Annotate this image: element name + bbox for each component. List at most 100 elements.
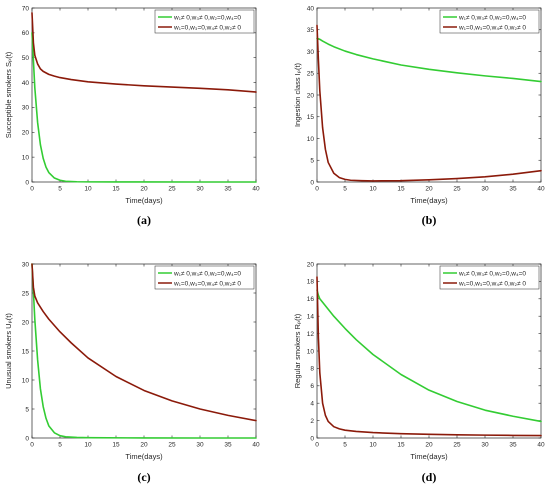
x-tick-label: 10 [84, 186, 92, 193]
series-line-2 [316, 24, 542, 182]
x-tick-label: 25 [168, 442, 176, 449]
x-tick-label: 35 [509, 442, 517, 449]
x-tick-label: 25 [453, 442, 461, 449]
x-tick-label: 25 [168, 186, 176, 193]
x-tick-label: 35 [224, 442, 232, 449]
x-tick-label: 5 [58, 186, 62, 193]
x-tick-label: 0 [315, 186, 319, 193]
y-tick-label: 25 [307, 71, 315, 78]
legend-d: w₁≠ 0,w₃≠ 0,w₂=0,w₄=0 w₁=0,w₃=0,w₄≠ 0,w₂… [439, 265, 540, 290]
series-line-2 [31, 263, 257, 422]
x-tick-label: 40 [252, 442, 260, 449]
caption-d: (d) [422, 470, 437, 484]
y-tick-label: 20 [307, 92, 315, 99]
series-line-2 [316, 276, 542, 437]
xlabel-a: Time(days) [125, 196, 163, 205]
x-tick-label: 35 [509, 186, 517, 193]
x-tick-label: 40 [537, 442, 545, 449]
grid-ticks-b: 0 5 10 15 20 25 30 35 40 0 5 10 15 20 25 30 35 40 [307, 5, 545, 192]
x-tick-label: 10 [369, 442, 377, 449]
x-tick-label: 30 [196, 442, 204, 449]
x-tick-label: 5 [343, 442, 347, 449]
xlabel-d: Time(days) [410, 452, 448, 461]
y-tick-label: 8 [310, 366, 314, 373]
series-lines-a [31, 12, 257, 183]
y-tick-label: 60 [22, 30, 30, 37]
legend-box-b [439, 9, 540, 34]
x-tick-label: 35 [224, 186, 232, 193]
y-tick-label: 50 [22, 55, 30, 62]
plot-area-b [316, 7, 542, 183]
y-tick-label: 35 [307, 27, 315, 34]
legend-label-s2-a: w₁=0,w₃=0,w₄≠ 0,w₂≠ 0 [173, 25, 241, 32]
y-tick-label: 12 [307, 331, 315, 338]
x-tick-label: 40 [252, 186, 260, 193]
y-tick-label: 4 [310, 401, 314, 408]
y-tick-label: 18 [307, 279, 315, 286]
y-tick-label: 10 [307, 348, 315, 355]
y-tick-label: 10 [307, 136, 315, 143]
y-tick-label: 40 [22, 80, 30, 87]
y-tick-label: 40 [307, 5, 315, 12]
caption-c: (c) [137, 470, 150, 484]
x-tick-label: 0 [30, 186, 34, 193]
y-tick-label: 25 [22, 290, 30, 297]
x-tick-label: 15 [112, 442, 120, 449]
legend-label-s2-c: w₁=0,w₃=0,w₄≠ 0,w₂≠ 0 [173, 281, 241, 288]
ylabel-b: Ingestion class Iₚ(t) [293, 62, 302, 127]
y-tick-label: 0 [310, 435, 314, 442]
caption-a: (a) [137, 213, 151, 227]
legend-label-s1-b: w₁≠ 0,w₃≠ 0,w₂=0,w₄=0 [458, 15, 526, 22]
x-tick-label: 20 [425, 442, 433, 449]
plot-area-d [316, 263, 542, 439]
plot-area-a [31, 7, 257, 183]
ylabel-d: Regular smokers Rₚ(t) [293, 313, 302, 388]
ylabel-c: Unusual smokers Uₚ(t) [4, 313, 13, 389]
y-tick-label: 30 [307, 49, 315, 56]
legend-b: w₁≠ 0,w₃≠ 0,w₂=0,w₄=0 w₁=0,w₃=0,w₄≠ 0,w₂… [439, 9, 540, 34]
xlabel-c: Time(days) [125, 452, 163, 461]
y-tick-label: 30 [22, 105, 30, 112]
x-tick-label: 15 [112, 186, 120, 193]
y-tick-label: 5 [310, 158, 314, 165]
x-tick-label: 30 [481, 442, 489, 449]
legend-box-c [154, 265, 255, 290]
xlabel-b: Time(days) [410, 196, 448, 205]
y-tick-label: 10 [22, 377, 30, 384]
y-tick-label: 15 [307, 114, 315, 121]
x-tick-label: 0 [315, 442, 319, 449]
y-tick-label: 15 [22, 348, 30, 355]
series-lines-b [316, 24, 542, 182]
ylabel-a: Succeptible smokers Sₚ(t) [4, 51, 13, 138]
legend-label-s2-d: w₁=0,w₃=0,w₄≠ 0,w₂≠ 0 [458, 281, 526, 288]
y-tick-label: 20 [307, 261, 315, 268]
x-tick-label: 5 [343, 186, 347, 193]
x-tick-label: 20 [140, 442, 148, 449]
panel-a: 0 5 10 15 20 25 30 35 40 0 10 20 30 40 50 60 70 w₁≠ 0,w₃… [4, 5, 260, 227]
y-tick-label: 70 [22, 5, 30, 12]
y-tick-label: 5 [25, 406, 29, 413]
x-tick-label: 5 [58, 442, 62, 449]
panel-c: 0 5 10 15 20 25 30 35 40 0 5 10 15 20 25 30 w₁≠ 0,w₃≠ 0… [4, 261, 260, 484]
legend-label-s2-b: w₁=0,w₃=0,w₄≠ 0,w₂≠ 0 [458, 25, 526, 32]
series-lines-c [31, 263, 257, 439]
y-tick-label: 10 [22, 154, 30, 161]
y-tick-label: 20 [22, 319, 30, 326]
x-tick-label: 30 [196, 186, 204, 193]
x-tick-label: 20 [140, 186, 148, 193]
legend-a: w₁≠ 0,w₃≠ 0,w₂=0,w₄=0 w₁=0,w₃=0,w₄≠ 0,w₂… [154, 9, 255, 34]
series-line-1 [31, 32, 257, 183]
y-tick-label: 2 [310, 418, 314, 425]
x-tick-label: 25 [453, 186, 461, 193]
x-tick-label: 10 [369, 186, 377, 193]
x-tick-label: 15 [397, 186, 405, 193]
legend-box-d [439, 265, 540, 290]
y-tick-label: 0 [25, 179, 29, 186]
y-tick-label: 30 [22, 261, 30, 268]
legend-label-s1-d: w₁≠ 0,w₃≠ 0,w₂=0,w₄=0 [458, 271, 526, 278]
x-tick-label: 15 [397, 442, 405, 449]
y-tick-label: 20 [22, 130, 30, 137]
x-tick-label: 0 [30, 442, 34, 449]
y-tick-label: 0 [25, 435, 29, 442]
